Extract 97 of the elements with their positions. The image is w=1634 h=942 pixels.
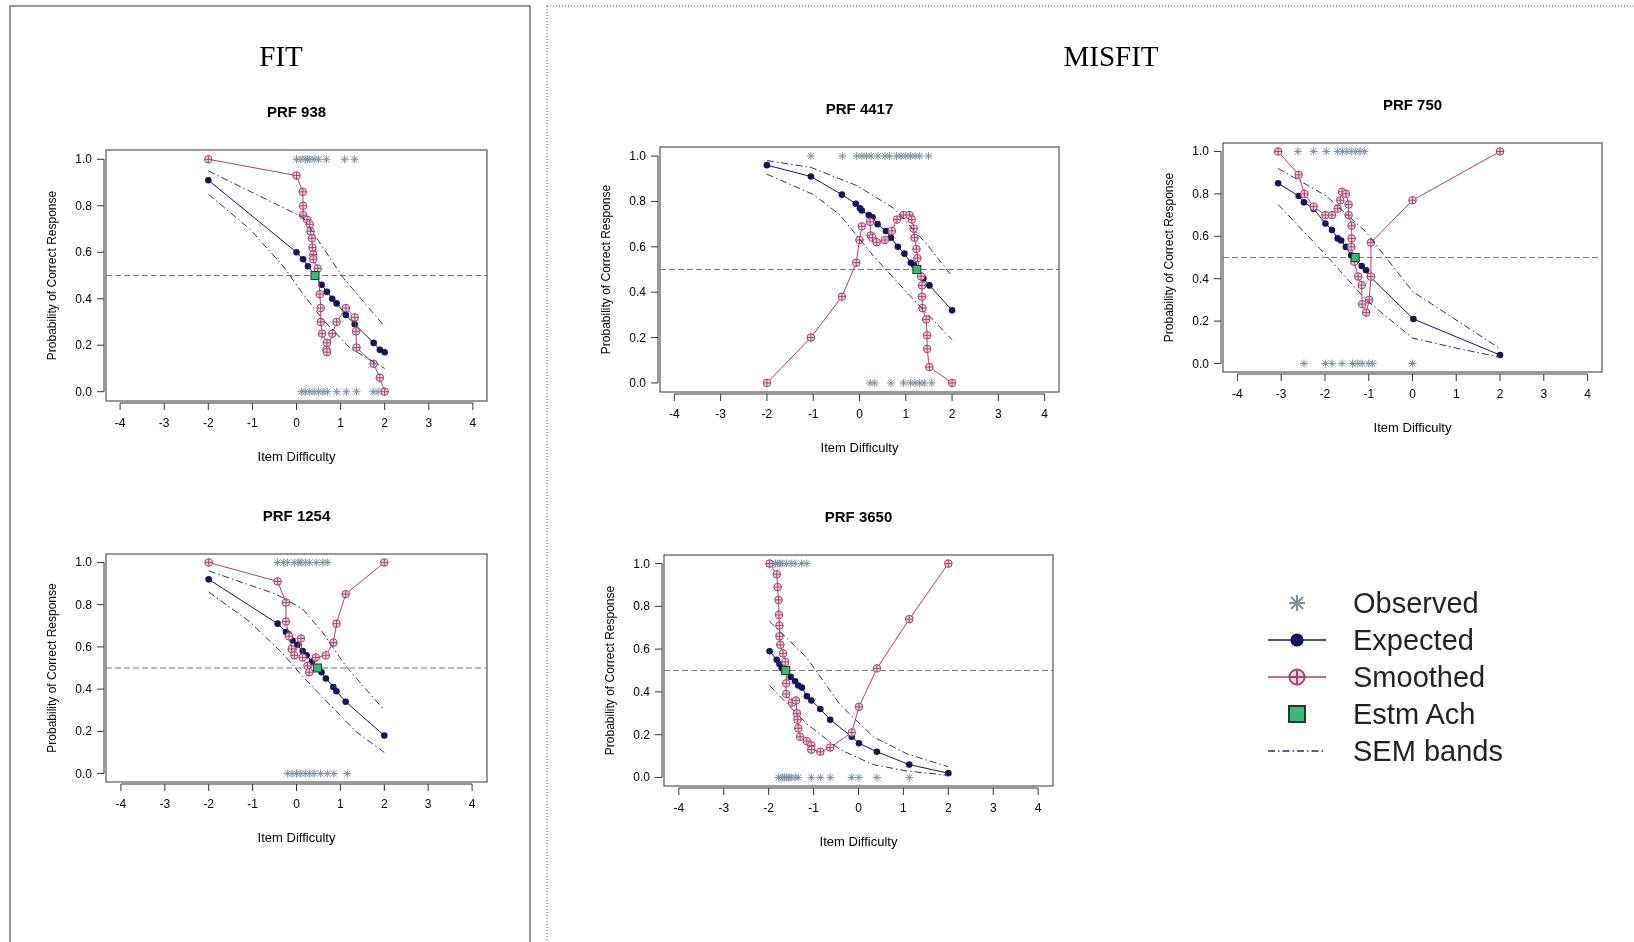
- x-tick-label: 3: [425, 416, 433, 430]
- y-tick-label: 1.0: [1192, 144, 1210, 159]
- x-tick-label: -2: [203, 797, 215, 811]
- y-axis-title: Probability of Correct Response: [45, 582, 59, 753]
- x-tick-label: -3: [158, 416, 170, 430]
- x-tick-label: -3: [715, 407, 727, 421]
- x-tick-label: 2: [381, 416, 389, 430]
- legend-label: Estm Ach: [1353, 698, 1476, 730]
- legend-label: SEM bands: [1353, 735, 1503, 767]
- x-tick-label: 1: [337, 797, 345, 811]
- y-tick-label: 0.2: [1192, 314, 1210, 329]
- x-tick-label: -1: [247, 416, 259, 430]
- legend-label: Observed: [1353, 587, 1479, 619]
- chart-title: PRF 3650: [824, 508, 893, 525]
- x-tick-label: 0: [856, 407, 864, 421]
- y-axis-title: Probability of Correct Response: [599, 184, 613, 355]
- y-tick-label: 0.8: [75, 597, 93, 612]
- y-tick-label: 0.8: [629, 194, 647, 209]
- x-tick-label: -4: [115, 797, 127, 811]
- x-tick-label: -4: [669, 407, 681, 421]
- y-tick-label: 0.4: [75, 682, 93, 697]
- text: FIT: [259, 40, 304, 72]
- x-tick-label: 2: [380, 797, 388, 811]
- legend-label: Expected: [1353, 624, 1474, 656]
- y-axis-title: Probability of Correct Response: [1162, 172, 1176, 343]
- chart-title: PRF 4417: [825, 100, 894, 117]
- y-tick-label: 0.8: [633, 599, 651, 614]
- x-tick-label: 2: [1496, 387, 1504, 401]
- x-tick-label: -3: [159, 797, 171, 811]
- x-axis-title: Item Difficulty: [819, 834, 898, 849]
- y-tick-label: 0.4: [1192, 271, 1210, 286]
- x-tick-label: 3: [1540, 387, 1548, 401]
- x-axis-title: Item Difficulty: [257, 449, 336, 464]
- x-tick-label: -1: [808, 801, 820, 815]
- y-tick-label: 1.0: [629, 149, 647, 164]
- x-tick-label: 3: [995, 407, 1003, 421]
- x-tick-label: 1: [900, 801, 908, 815]
- y-tick-label: 0.4: [629, 285, 647, 300]
- legend-label: Smoothed: [1353, 661, 1486, 693]
- x-tick-label: -2: [763, 801, 775, 815]
- x-tick-label: -4: [1232, 387, 1244, 401]
- x-tick-label: -2: [202, 416, 214, 430]
- x-tick-label: 1: [902, 407, 910, 421]
- y-tick-label: 0.8: [75, 198, 93, 213]
- x-tick-label: 4: [1034, 801, 1042, 815]
- y-tick-label: 0.8: [1192, 186, 1210, 201]
- x-tick-label: 3: [424, 797, 432, 811]
- x-tick-label: 0: [293, 416, 301, 430]
- y-tick-label: 0.2: [75, 724, 93, 739]
- x-tick-label: -4: [673, 801, 685, 815]
- y-tick-label: 0.6: [75, 245, 93, 260]
- x-axis-title: Item Difficulty: [1373, 420, 1452, 435]
- x-tick-label: -1: [807, 407, 819, 421]
- y-tick-label: 1.0: [75, 555, 93, 570]
- x-axis-title: Item Difficulty: [257, 830, 336, 845]
- x-tick-label: 2: [944, 801, 952, 815]
- x-axis-title: Item Difficulty: [820, 440, 899, 455]
- x-tick-label: -3: [718, 801, 730, 815]
- x-tick-label: -4: [114, 416, 126, 430]
- y-tick-label: 0.4: [75, 291, 93, 306]
- y-tick-label: 0.4: [633, 684, 651, 699]
- y-tick-label: 0.0: [633, 770, 651, 785]
- y-tick-label: 0.2: [633, 727, 651, 742]
- x-tick-label: 4: [468, 797, 476, 811]
- y-tick-label: 0.0: [75, 766, 93, 781]
- x-tick-label: 4: [469, 416, 477, 430]
- x-tick-label: -2: [1319, 387, 1331, 401]
- y-tick-label: 0.2: [629, 330, 647, 345]
- chart-title: PRF 750: [1382, 96, 1443, 113]
- x-tick-label: 4: [1041, 407, 1049, 421]
- x-tick-label: 1: [337, 416, 345, 430]
- x-tick-label: 3: [989, 801, 997, 815]
- x-tick-label: -1: [1363, 387, 1375, 401]
- y-tick-label: 0.6: [75, 639, 93, 654]
- x-tick-label: -1: [247, 797, 259, 811]
- x-tick-label: -2: [761, 407, 773, 421]
- y-tick-label: 0.0: [75, 384, 93, 399]
- x-tick-label: 4: [1584, 387, 1592, 401]
- x-tick-label: 0: [1409, 387, 1417, 401]
- x-tick-label: 2: [948, 407, 956, 421]
- chart-title: PRF 938: [266, 103, 327, 120]
- y-axis-title: Probability of Correct Response: [603, 585, 617, 756]
- text: MISFIT: [1063, 40, 1159, 72]
- y-tick-label: 0.2: [75, 338, 93, 353]
- y-tick-label: 1.0: [633, 556, 651, 571]
- y-tick-label: 0.6: [629, 239, 647, 254]
- y-tick-label: 0.0: [629, 375, 647, 390]
- x-tick-label: -3: [1275, 387, 1287, 401]
- y-tick-label: 0.6: [633, 642, 651, 657]
- y-tick-label: 1.0: [75, 152, 93, 167]
- chart-title: PRF 1254: [262, 507, 331, 524]
- x-tick-label: 1: [1452, 387, 1460, 401]
- x-tick-label: 0: [293, 797, 301, 811]
- y-tick-label: 0.0: [1192, 356, 1210, 371]
- y-tick-label: 0.6: [1192, 229, 1210, 244]
- y-axis-title: Probability of Correct Response: [45, 190, 59, 361]
- x-tick-label: 0: [855, 801, 863, 815]
